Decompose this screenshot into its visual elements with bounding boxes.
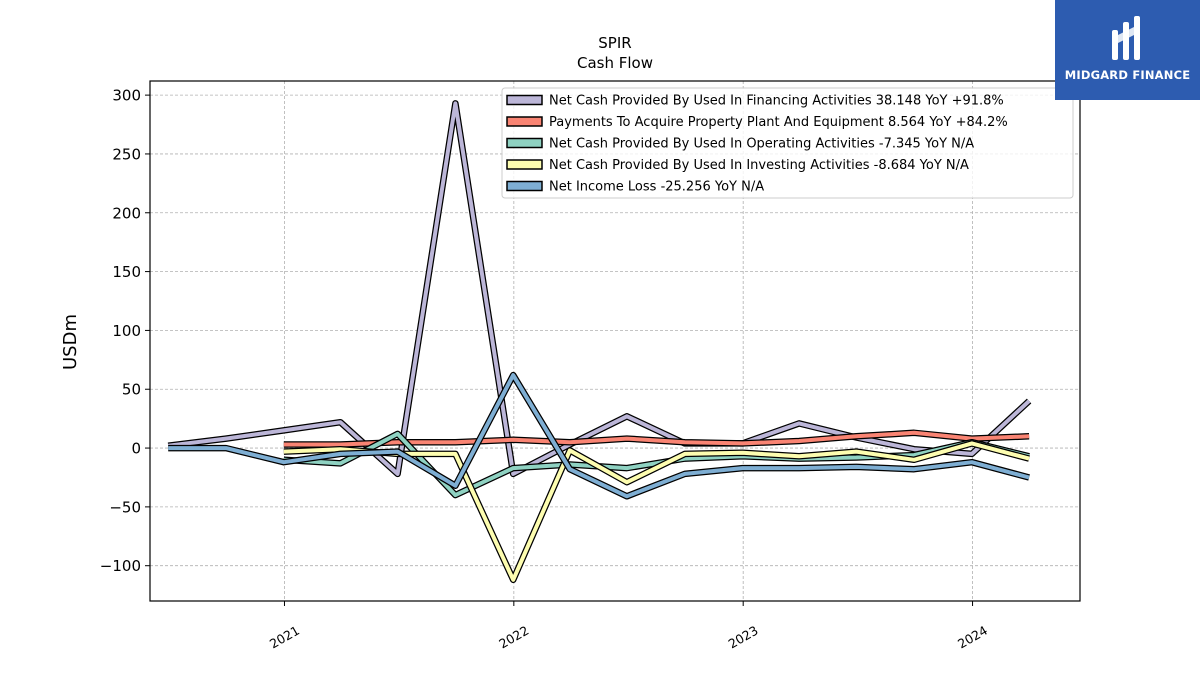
- y-tick-label: 100: [112, 322, 141, 340]
- logo-text: MIDGARD FINANCE: [1064, 68, 1191, 82]
- legend-label: Payments To Acquire Property Plant And E…: [549, 115, 1008, 130]
- legend-item: Net Cash Provided By Used In Investing A…: [506, 158, 969, 173]
- legend-label: Net Cash Provided By Used In Investing A…: [549, 158, 969, 173]
- legend-item: Net Cash Provided By Used In Financing A…: [506, 94, 1004, 109]
- y-tick-label: −100: [100, 557, 141, 575]
- brand-logo: MIDGARD FINANCE: [1055, 0, 1200, 100]
- x-tick-label: 2021: [267, 623, 302, 652]
- x-ticks: 2021 2022 2023 2024: [267, 601, 990, 652]
- y-ticks: 300 250 200 150 100 50 0 −50 −100: [100, 87, 150, 575]
- y-tick-label: −50: [109, 498, 141, 516]
- legend-swatch: [506, 180, 543, 192]
- y-axis-label: USDm: [60, 314, 81, 370]
- legend-swatch: [506, 94, 543, 106]
- y-tick-label: 300: [112, 87, 141, 105]
- chart-subtitle: Cash Flow: [577, 54, 653, 72]
- series-0: [167, 100, 1032, 478]
- y-tick-label: 0: [131, 440, 141, 458]
- legend-swatch: [506, 137, 543, 149]
- x-tick-label: 2023: [726, 623, 761, 652]
- legend-item: Net Cash Provided By Used In Operating A…: [506, 137, 974, 152]
- legend-label: Net Cash Provided By Used In Operating A…: [549, 137, 974, 152]
- y-tick-label: 200: [112, 204, 141, 222]
- legend-label: Net Income Loss -25.256 YoY N/A: [549, 180, 764, 195]
- legend-item: Net Income Loss -25.256 YoY N/A: [506, 180, 764, 195]
- series-4: [168, 371, 1030, 500]
- series-line: [168, 373, 1030, 499]
- legend: Net Cash Provided By Used In Financing A…: [501, 87, 1074, 199]
- legend-swatch: [506, 116, 543, 127]
- y-tick-label: 250: [112, 145, 141, 163]
- legend-swatch: [506, 159, 543, 170]
- legend-box: [501, 87, 1074, 199]
- chart-title: SPIR: [598, 34, 631, 52]
- plot-frame: [149, 80, 1081, 602]
- midgard-logo-icon: [1112, 16, 1140, 60]
- legend-item: Payments To Acquire Property Plant And E…: [506, 115, 1008, 130]
- x-tick-label: 2022: [496, 623, 531, 652]
- series-layer: [167, 100, 1032, 584]
- legend-label: Net Cash Provided By Used In Financing A…: [549, 94, 1004, 109]
- x-tick-label: 2024: [955, 623, 990, 652]
- series-line: [167, 101, 1031, 476]
- y-tick-label: 50: [122, 381, 141, 399]
- y-tick-label: 150: [112, 263, 141, 281]
